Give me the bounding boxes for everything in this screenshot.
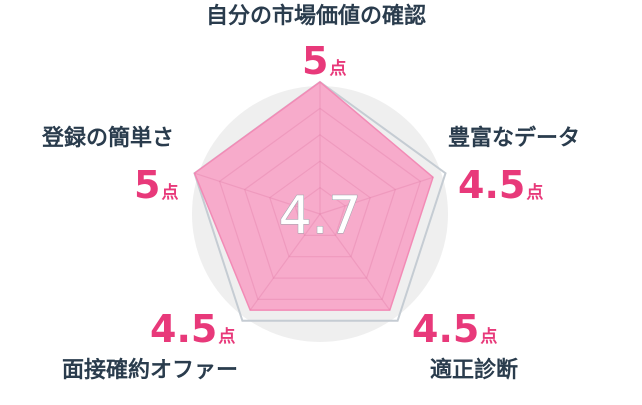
axis-label-rich-data: 豊富なデータ [448,126,581,151]
radar-grid-ring [243,134,397,279]
score-unit: 点 [218,327,236,347]
score-value: 4.5 [458,163,526,207]
score-value: 5 [134,163,161,207]
radar-score-area [193,81,434,311]
axis-label-easy-registration: 登録の簡単さ [42,126,175,151]
score-easy-registration: 5点 [134,166,178,204]
radar-grid-ring [218,107,422,300]
score-unit: 点 [526,183,544,203]
axis-label-market-value: 自分の市場価値の確認 [206,4,427,29]
radar-spoke [249,213,321,311]
axis-label-aptitude-test: 適正診断 [430,358,519,383]
axis-label-interview-offer: 面接確約オファー [62,358,239,383]
score-unit: 点 [329,59,347,79]
radar-grid-ring [269,160,371,258]
score-unit: 点 [480,327,498,347]
score-rich-data: 4.5点 [458,166,543,204]
score-market-value: 5点 [302,42,346,80]
score-interview-offer: 4.5点 [150,310,235,348]
score-value: 4.5 [150,307,218,351]
score-unit: 点 [161,183,179,203]
score-value: 5 [302,39,329,83]
average-score: 4.7 [279,186,362,246]
radar-spoke [319,213,391,311]
radar-grid [194,82,434,311]
score-value: 4.5 [412,307,480,351]
radar-grid-ring [294,186,346,236]
radar-spoke [194,172,321,215]
radar-spoke [319,176,434,215]
score-aptitude-test: 4.5点 [412,310,497,348]
